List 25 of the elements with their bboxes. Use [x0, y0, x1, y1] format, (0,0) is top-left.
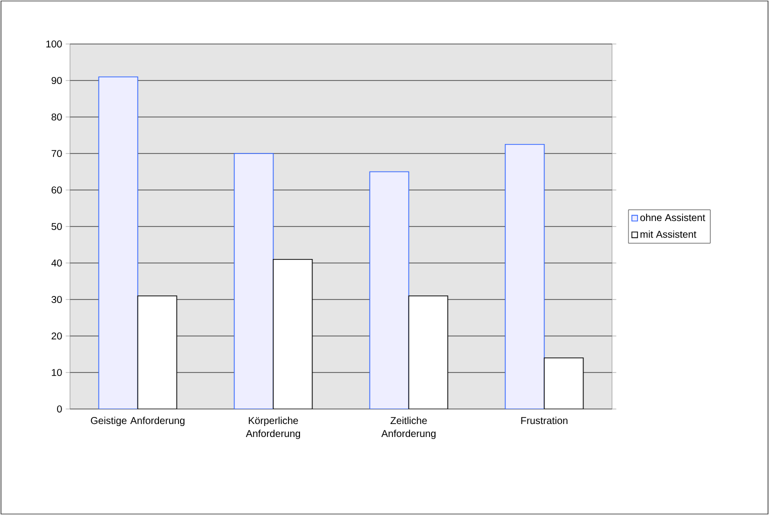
- x-tick-label: Frustration: [521, 416, 568, 424]
- y-tick-label: 90: [52, 76, 62, 84]
- y-tick-label: 0: [57, 405, 62, 413]
- y-tick-label: 80: [52, 113, 62, 121]
- y-tick-label: 10: [52, 368, 62, 376]
- y-tick-label: 40: [51, 259, 62, 267]
- legend-label: ohne Assistent: [640, 214, 706, 222]
- bar: [544, 358, 584, 409]
- x-tick-label: Geistige Anforderung: [90, 416, 184, 426]
- x-tick-label: Zeitliche Anforderung: [381, 416, 436, 440]
- bar: [137, 295, 178, 409]
- y-tick-label: 50: [52, 222, 62, 230]
- legend-label: mit Assistent: [640, 230, 696, 238]
- bar: [504, 144, 545, 409]
- y-tick-label: 20: [52, 332, 62, 340]
- y-tick-label: 30: [52, 296, 62, 304]
- y-tick-label: 60: [52, 186, 62, 194]
- bar: [369, 171, 410, 409]
- bar: [408, 295, 448, 409]
- bar: [272, 258, 313, 409]
- x-tick-label: Körperliche Anforderung: [246, 416, 300, 440]
- y-tick-label: 100: [46, 40, 62, 48]
- bar: [98, 76, 138, 409]
- bar: [234, 153, 274, 409]
- y-tick-label: 70: [52, 150, 62, 158]
